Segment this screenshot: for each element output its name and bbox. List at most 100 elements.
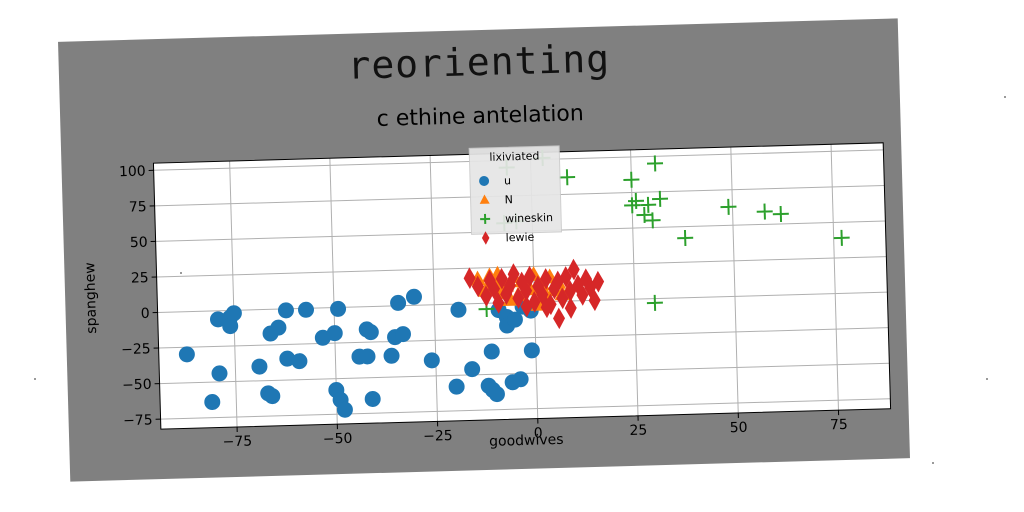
- data-point-circle: [270, 319, 287, 336]
- data-point-circle: [506, 311, 523, 328]
- data-point-plus: [644, 212, 661, 229]
- data-point-plus: [636, 206, 653, 223]
- data-point-diamond: [495, 267, 508, 290]
- data-point-circle: [209, 311, 226, 328]
- data-point-diamond: [503, 274, 516, 297]
- data-point-diamond: [592, 270, 605, 293]
- data-point-circle: [383, 347, 400, 364]
- y-axis-ticks: −75 −50 −25 0 25 50 75 100: [119, 164, 161, 429]
- data-point-circle: [291, 353, 308, 370]
- scatter-plot: −75 −50 −25 0 25 50 75 −75 −50 −25 0 25 50 75 100 goo…: [82, 142, 892, 450]
- data-point-diamond: [488, 278, 501, 300]
- dust-speck: [1004, 96, 1006, 98]
- data-point-plus: [652, 190, 669, 207]
- data-point-diamond: [552, 270, 565, 293]
- legend-label: u: [504, 174, 511, 187]
- data-point-circle: [178, 346, 195, 363]
- data-point-circle: [405, 288, 422, 305]
- x-tick-label: −50: [323, 431, 353, 448]
- dust-speck: [986, 378, 988, 380]
- data-point-plus: [756, 203, 773, 220]
- chart-photo: reorienting c ethine antelation −75 −50 −2…: [58, 18, 910, 482]
- data-point-plus: [646, 155, 664, 172]
- data-point-circle: [450, 301, 467, 318]
- data-point-diamond: [507, 263, 520, 285]
- data-point-diamond: [480, 285, 493, 307]
- y-tick-label: 75: [129, 199, 147, 215]
- data-point-plus: [640, 196, 657, 213]
- data-point-circle: [394, 326, 411, 343]
- data-point-diamond: [471, 275, 484, 298]
- data-point-diamond: [540, 296, 553, 319]
- data-point-circle: [330, 300, 347, 317]
- legend-title: lixiviated: [489, 149, 539, 163]
- data-point-circle: [448, 378, 465, 395]
- data-point-circle: [390, 294, 407, 311]
- data-point-circle: [523, 342, 540, 359]
- data-point-diamond: [463, 267, 476, 289]
- x-grid-line: [830, 144, 839, 411]
- data-point-circle: [479, 175, 490, 186]
- data-point-circle: [279, 350, 296, 367]
- x-tick-label: −75: [222, 434, 252, 451]
- data-point-circle: [222, 318, 239, 335]
- data-point-circle: [298, 301, 315, 318]
- data-point-circle: [326, 325, 343, 342]
- data-point-diamond: [528, 291, 541, 313]
- y-tick-label: 100: [119, 164, 146, 181]
- data-point-plus: [646, 294, 663, 311]
- legend-box: [468, 145, 563, 235]
- y-tick-label: 50: [130, 235, 148, 251]
- data-point-circle: [277, 302, 294, 319]
- data-point-circle: [488, 386, 505, 403]
- x-tick-label: 25: [629, 423, 647, 439]
- data-point-circle: [483, 343, 500, 360]
- dust-speck: [34, 378, 36, 380]
- data-point-diamond: [523, 265, 536, 288]
- data-point-diamond: [576, 284, 589, 306]
- data-point-circle: [264, 388, 281, 405]
- y-tick-label: −25: [121, 341, 151, 358]
- data-point-circle: [211, 365, 228, 382]
- data-point-plus: [623, 171, 640, 188]
- data-point-diamond: [567, 258, 580, 281]
- data-point-triangle: [479, 194, 490, 204]
- y-grid-line: [160, 398, 891, 420]
- data-point-diamond: [559, 266, 572, 288]
- data-point-diamond: [500, 283, 513, 306]
- x-tick-label: 75: [830, 417, 848, 433]
- dust-speck: [180, 272, 182, 274]
- y-grid-line: [158, 327, 889, 349]
- data-points: [178, 149, 850, 418]
- y-tick-label: 25: [131, 270, 149, 286]
- x-grid-line: [429, 155, 439, 422]
- legend-label: wineskin: [505, 211, 553, 225]
- data-point-circle: [336, 401, 353, 418]
- y-tick-label: −75: [123, 412, 153, 429]
- data-point-plus: [772, 205, 789, 223]
- data-point-circle: [359, 348, 376, 365]
- y-tick-label: 0: [141, 306, 150, 322]
- data-point-diamond: [548, 277, 561, 300]
- data-point-plus: [480, 213, 491, 224]
- dust-speck: [932, 462, 934, 464]
- data-point-diamond: [520, 280, 533, 302]
- x-grid-line: [730, 147, 739, 413]
- y-tick-label: −50: [122, 377, 152, 394]
- data-point-diamond: [520, 295, 533, 318]
- x-axis-ticks: −75 −50 −25 0 25 50 75: [222, 410, 848, 450]
- data-point-diamond: [492, 292, 505, 314]
- data-point-circle: [251, 358, 268, 375]
- legend-label: N: [504, 193, 513, 206]
- y-axis-label: spanghew: [82, 262, 100, 334]
- data-point-circle: [423, 352, 440, 369]
- data-point-plus: [559, 169, 576, 186]
- data-point-plus: [833, 229, 850, 246]
- x-axis-label: goodwives: [489, 432, 564, 450]
- data-point-circle: [204, 394, 221, 411]
- x-grid-line: [630, 149, 639, 416]
- y-grid-line: [156, 256, 887, 278]
- x-tick-label: 0: [533, 425, 542, 441]
